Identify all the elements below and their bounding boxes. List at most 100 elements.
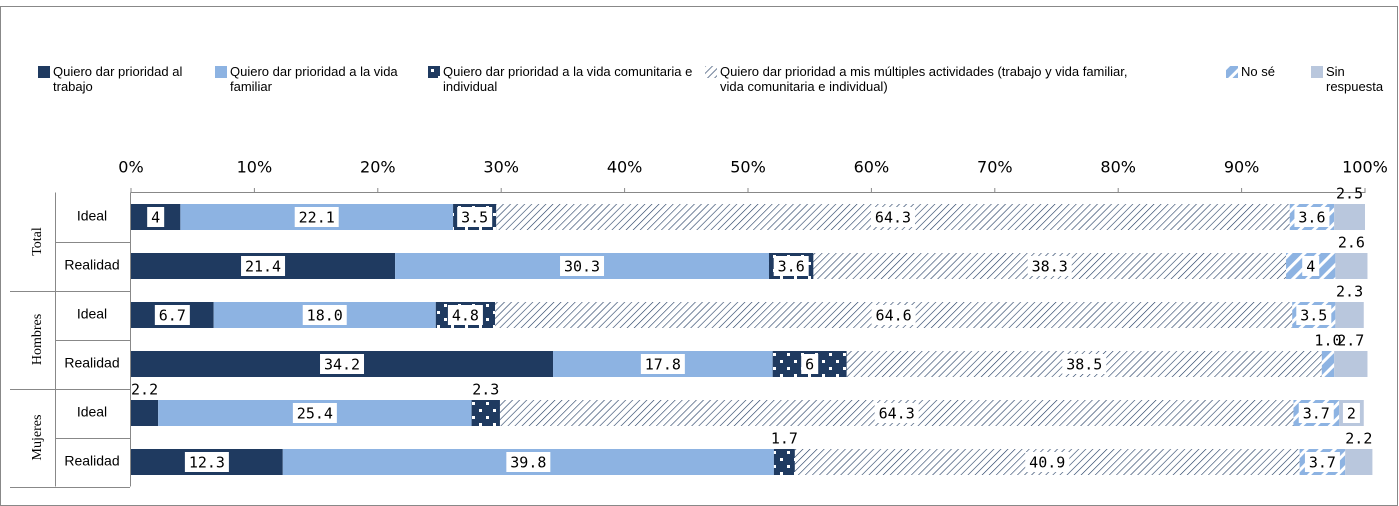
value-label: 6 xyxy=(805,356,814,374)
label-bg xyxy=(1027,256,1072,276)
value-label: 3.6 xyxy=(1298,209,1325,227)
legend-item: Quiero dar prioridad a mis múltiples act… xyxy=(705,64,1145,94)
x-tick-label: 60% xyxy=(854,158,890,177)
label-bg xyxy=(640,354,685,374)
label-bg xyxy=(184,452,229,472)
bar-segment xyxy=(1321,351,1335,377)
bar-segment xyxy=(471,400,500,426)
legend-label: No sé xyxy=(1241,64,1275,79)
label-bg xyxy=(1342,403,1360,423)
group-label: Total xyxy=(30,227,45,256)
value-label: 2.5 xyxy=(1336,185,1363,203)
legend-label: Quiero dar prioridad a la vida comunitar… xyxy=(443,64,693,94)
label-bg xyxy=(447,305,483,325)
bar-segment xyxy=(1335,253,1368,279)
x-tick-label: 20% xyxy=(360,158,396,177)
x-tick-label: 0% xyxy=(118,158,143,177)
bar-segment xyxy=(1335,302,1364,328)
label-bg xyxy=(1302,256,1320,276)
value-label: 18.0 xyxy=(307,307,343,325)
legend-item: Quiero dar prioridad a la vida comunitar… xyxy=(428,64,693,94)
value-label: 17.8 xyxy=(645,356,681,374)
label-bg xyxy=(147,207,165,227)
group-label: Hombres xyxy=(30,314,45,365)
value-label: 3.5 xyxy=(461,209,488,227)
label-bg xyxy=(292,403,337,423)
legend-swatch xyxy=(215,66,227,78)
bar-segment xyxy=(1334,204,1365,230)
value-label: 3.7 xyxy=(1303,405,1330,423)
value-label: 4 xyxy=(1306,258,1315,276)
value-label: 3.7 xyxy=(1309,454,1336,472)
label-bg xyxy=(1296,305,1332,325)
legend-item: Quiero dar prioridad a la vida familiar xyxy=(215,64,410,94)
value-label: 64.3 xyxy=(879,405,915,423)
value-label: 4 xyxy=(151,209,160,227)
label-bg xyxy=(801,354,819,374)
label-bg xyxy=(773,256,809,276)
row-label: Realidad xyxy=(64,257,119,273)
value-label: 6.7 xyxy=(159,307,186,325)
label-bg xyxy=(560,256,605,276)
legend-swatch xyxy=(705,66,717,78)
label-bg xyxy=(241,256,286,276)
label-bg xyxy=(1298,403,1334,423)
value-label: 2.2 xyxy=(1345,430,1372,448)
label-bg xyxy=(1294,207,1330,227)
label-bg xyxy=(871,305,916,325)
value-label: 21.4 xyxy=(245,258,281,276)
value-label: 1.0 xyxy=(1314,332,1341,350)
value-label: 2.3 xyxy=(472,381,499,399)
value-label: 2.2 xyxy=(131,381,158,399)
legend-label: Quiero dar prioridad a la vida familiar xyxy=(230,64,398,94)
value-label: 3.5 xyxy=(1300,307,1327,325)
label-bg xyxy=(457,207,493,227)
row-label: Ideal xyxy=(77,404,107,420)
value-label: 64.3 xyxy=(875,209,911,227)
x-tick-label: 100% xyxy=(1342,158,1388,177)
x-tick-label: 70% xyxy=(977,158,1013,177)
value-label: 34.2 xyxy=(324,356,360,374)
x-tick-label: 90% xyxy=(1224,158,1260,177)
legend-label: Quiero dar prioridad al trabajo xyxy=(53,64,183,94)
value-label: 1.7 xyxy=(771,430,798,448)
value-label: 38.3 xyxy=(1032,258,1068,276)
legend-swatch xyxy=(1311,66,1323,78)
x-tick-label: 80% xyxy=(1100,158,1136,177)
legend-item: Quiero dar prioridad al trabajo xyxy=(38,64,213,94)
legend-item: Sin respuesta xyxy=(1311,64,1396,94)
value-label: 12.3 xyxy=(189,454,225,472)
value-label: 30.3 xyxy=(564,258,600,276)
value-label: 3.6 xyxy=(778,258,805,276)
value-label: 2.3 xyxy=(1336,283,1363,301)
value-label: 2.7 xyxy=(1337,332,1364,350)
legend-label: Quiero dar prioridad a mis múltiples act… xyxy=(720,64,1128,94)
label-bg xyxy=(302,305,347,325)
value-label: 40.9 xyxy=(1029,454,1065,472)
row-label: Ideal xyxy=(77,306,107,322)
value-label: 22.1 xyxy=(299,209,335,227)
group-label: Mujeres xyxy=(30,415,45,461)
x-tick-label: 30% xyxy=(483,158,519,177)
row-label: Realidad xyxy=(64,355,119,371)
label-bg xyxy=(294,207,339,227)
value-label: 38.5 xyxy=(1066,356,1102,374)
label-bg xyxy=(1025,452,1070,472)
legend-label: Sin respuesta xyxy=(1326,64,1384,94)
label-bg xyxy=(154,305,190,325)
bar-segment xyxy=(1334,351,1368,377)
value-label: 25.4 xyxy=(297,405,333,423)
value-label: 2 xyxy=(1347,405,1356,423)
bar-segment xyxy=(773,449,795,475)
row-label: Realidad xyxy=(64,453,119,469)
row-label: Ideal xyxy=(77,208,107,224)
value-label: 39.8 xyxy=(510,454,546,472)
value-label: 2.6 xyxy=(1338,234,1365,252)
legend-item: No sé xyxy=(1226,64,1306,79)
label-bg xyxy=(1304,452,1340,472)
value-label: 4.8 xyxy=(452,307,479,325)
value-label: 64.6 xyxy=(876,307,912,325)
bar-segment xyxy=(1345,449,1373,475)
